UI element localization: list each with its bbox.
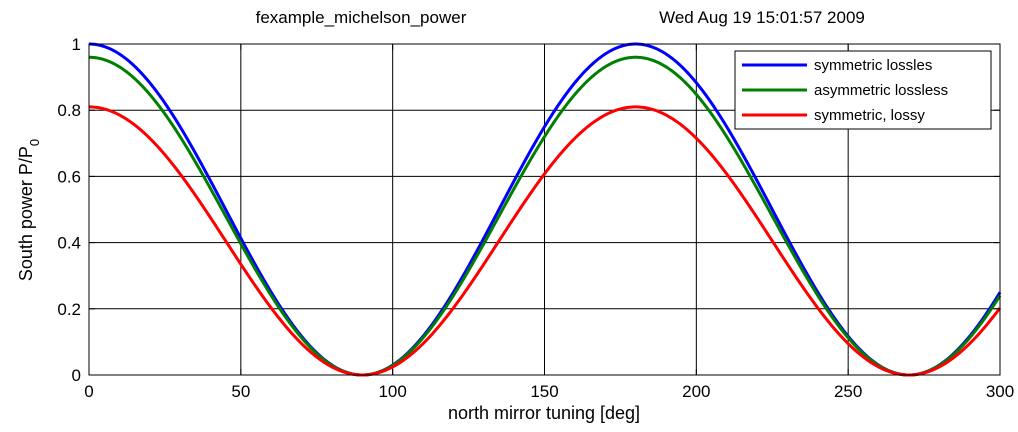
y-tick-label: 0.4	[57, 234, 81, 253]
x-tick-label: 150	[530, 382, 558, 401]
legend-entry-0: symmetric lossles	[814, 57, 932, 74]
y-tick-label: 1	[72, 35, 81, 54]
x-tick-label: 50	[231, 382, 250, 401]
x-tick-label: 300	[986, 382, 1014, 401]
y-tick-label: 0.2	[57, 300, 81, 319]
chart-title-left: fexample_michelson_power	[256, 8, 467, 27]
legend-entry-2: symmetric, lossy	[814, 107, 925, 124]
y-axis-ticks: 0 0.2 0.4 0.6 0.8 1	[57, 35, 1000, 385]
x-axis-ticks: 0 50 100 150 200 250 300	[84, 44, 1014, 401]
y-tick-label: 0.8	[57, 101, 81, 120]
y-axis-label: South power P/P0	[16, 139, 42, 281]
series-line-1	[88, 55, 1002, 377]
y-tick-label: 0	[72, 366, 81, 385]
x-tick-label: 250	[834, 382, 862, 401]
x-tick-label: 100	[378, 382, 406, 401]
x-axis-label: north mirror tuning [deg]	[448, 403, 640, 423]
y-axis-label-subscript: 0	[27, 139, 42, 146]
chart-title-right: Wed Aug 19 15:01:57 2009	[659, 8, 865, 27]
y-axis-label-main: South power P/P	[16, 146, 36, 281]
legend: symmetric lossles asymmetric lossless symm…	[734, 50, 992, 130]
legend-entry-1: asymmetric lossless	[814, 82, 948, 99]
series-lines	[88, 42, 1002, 377]
x-tick-label: 0	[84, 382, 93, 401]
series-line-2	[88, 105, 1002, 377]
x-tick-label: 200	[682, 382, 710, 401]
y-tick-label: 0.6	[57, 167, 81, 186]
